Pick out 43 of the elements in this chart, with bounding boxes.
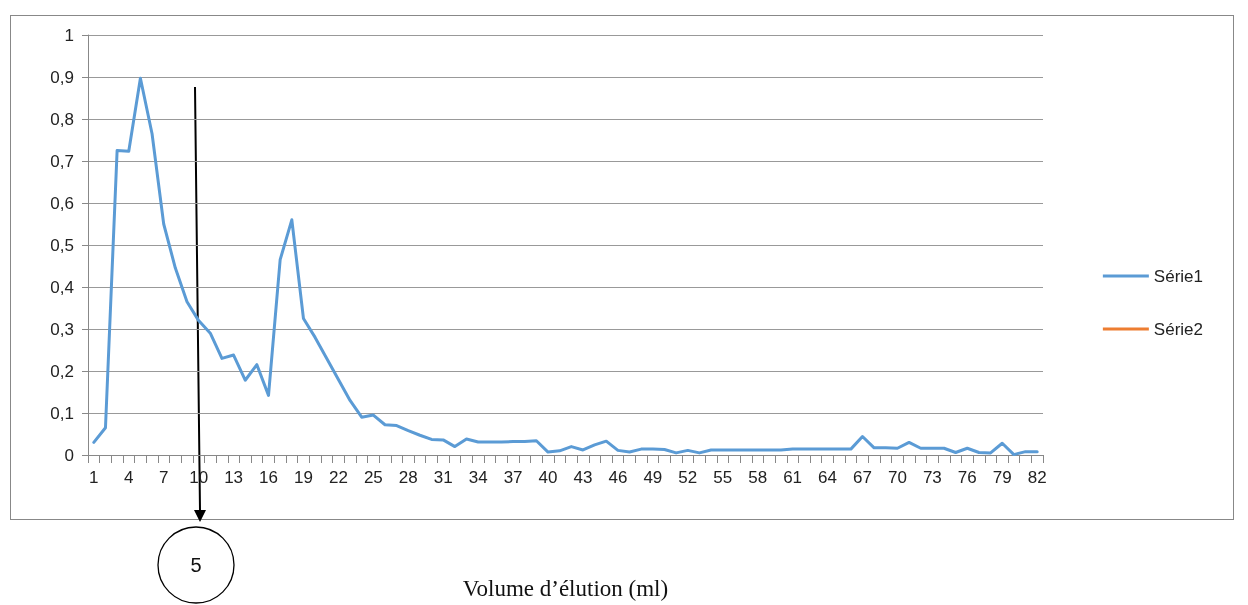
x-tick-label: 49 bbox=[643, 468, 663, 487]
x-axis-title: Volume d’élution (ml) bbox=[462, 576, 669, 601]
line-series bbox=[92, 76, 1039, 457]
x-tick-label: 67 bbox=[853, 468, 872, 487]
x-tick-label: 31 bbox=[433, 468, 453, 487]
x-tick-label: 76 bbox=[957, 468, 977, 487]
x-tick-label: 34 bbox=[468, 468, 488, 487]
y-tick-label: 0,3 bbox=[50, 319, 74, 339]
x-tick-label: 37 bbox=[503, 468, 523, 487]
y-tick-label: 0,5 bbox=[50, 235, 74, 255]
x-tick-label: 25 bbox=[363, 468, 383, 487]
text: 5 bbox=[190, 554, 202, 576]
x-tick-label: 16 bbox=[259, 468, 278, 487]
x-tick-label: 73 bbox=[922, 468, 942, 487]
y-tick-label: 0 bbox=[64, 445, 74, 465]
x-tick-label: 79 bbox=[992, 468, 1012, 487]
x-tick-label: 4 bbox=[124, 468, 134, 487]
x-tick-label: 7 bbox=[158, 468, 169, 487]
x-tick-label: 70 bbox=[887, 468, 907, 487]
x-tick-label: 13 bbox=[224, 468, 244, 487]
y-tick-label: 1 bbox=[64, 25, 74, 45]
x-tick-label: 22 bbox=[328, 468, 348, 487]
x-tick-label: 55 bbox=[713, 468, 733, 487]
x-tick-label: 82 bbox=[1027, 468, 1047, 487]
x-tick-label: 64 bbox=[818, 468, 837, 487]
y-tick-label: 0,1 bbox=[50, 403, 74, 423]
y-tick-label: 0,8 bbox=[50, 109, 74, 129]
x-tick-label: 58 bbox=[748, 468, 768, 487]
x-tick-label: 46 bbox=[608, 468, 628, 487]
y-tick-label: 0,7 bbox=[50, 151, 74, 171]
legend-label: Série1 bbox=[1153, 266, 1203, 286]
x-tick-label: 61 bbox=[783, 468, 803, 487]
x-tick-label: 28 bbox=[398, 468, 418, 487]
x-tick-label: 40 bbox=[538, 468, 558, 487]
x-tick-label: 1 bbox=[89, 468, 99, 487]
y-tick-label: 0,2 bbox=[50, 361, 74, 381]
x-tick-label: 19 bbox=[294, 468, 313, 487]
x-tick-label: 43 bbox=[573, 468, 593, 487]
y-tick-label: 0,4 bbox=[50, 277, 74, 297]
y-tick-label: 0,9 bbox=[50, 67, 74, 87]
legend-label: Série2 bbox=[1153, 319, 1203, 339]
x-tick-label: 52 bbox=[678, 468, 698, 487]
y-tick-label: 0,6 bbox=[50, 193, 74, 213]
